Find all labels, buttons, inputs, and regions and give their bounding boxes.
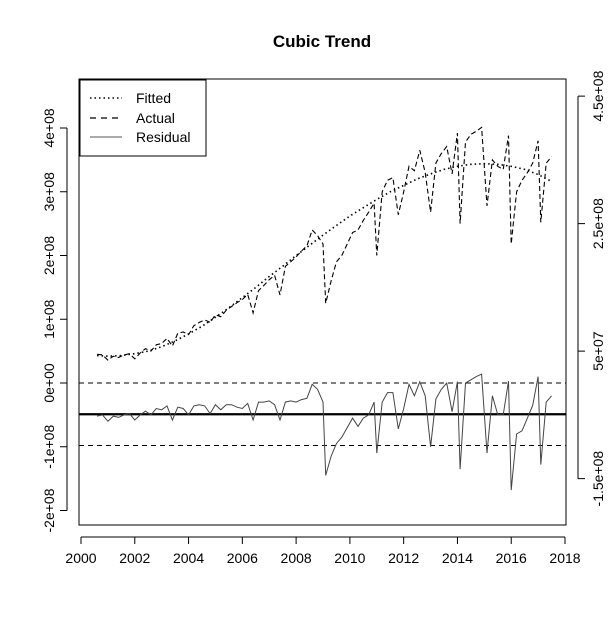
legend-label-actual: Actual	[136, 110, 175, 126]
series-line-actual	[97, 126, 553, 361]
series-layer	[96, 126, 553, 491]
plot-frame	[78, 78, 567, 526]
x-tick-label: 2018	[549, 550, 580, 566]
x-tick-label: 2016	[496, 550, 527, 566]
y-axis-left: -2e+08 -1e+08 0e+00 1e+08 2e+08 3e+08 4e+08	[41, 108, 68, 532]
legend-label-fitted: Fitted	[136, 90, 171, 106]
x-tick-label: 2000	[65, 550, 96, 566]
y-tick-label-right: 2.5e+08	[590, 198, 606, 249]
legend-label-residual: Residual	[136, 129, 190, 145]
y-tick-label-left: -1e+08	[41, 425, 57, 469]
x-tick-label: 2014	[442, 550, 473, 566]
x-tick-label: 2004	[173, 550, 204, 566]
x-tick-label: 2006	[227, 550, 258, 566]
y-tick-label-left: 1e+08	[41, 299, 57, 339]
y-tick-label-left: 2e+08	[41, 236, 57, 276]
y-tick-label-right: -1.5e+08	[590, 451, 606, 507]
legend: Fitted Actual Residual	[79, 79, 207, 157]
x-tick-label: 2008	[281, 550, 312, 566]
y-tick-label-left: 4e+08	[41, 108, 57, 148]
x-tick-label: 2010	[334, 550, 365, 566]
chart-title: Cubic Trend	[273, 32, 371, 51]
y-axis-right: -1.5e+08 5e+07 2.5e+08 4.5e+08	[577, 70, 606, 507]
y-tick-label-left: 0e+00	[41, 363, 57, 403]
series-line-fitted	[97, 162, 552, 358]
y-tick-label-left: 3e+08	[41, 172, 57, 212]
y-tick-label-right: 5e+07	[590, 331, 606, 371]
series-line-residual	[96, 373, 552, 491]
y-tick-label-left: -2e+08	[41, 488, 57, 532]
x-tick-label: 2002	[119, 550, 150, 566]
x-axis: 2000 2002 2004 2006 2008 2010 2012 2014 2016 2018	[65, 536, 581, 566]
x-tick-label: 2012	[388, 550, 419, 566]
y-tick-label-right: 4.5e+08	[590, 70, 606, 121]
